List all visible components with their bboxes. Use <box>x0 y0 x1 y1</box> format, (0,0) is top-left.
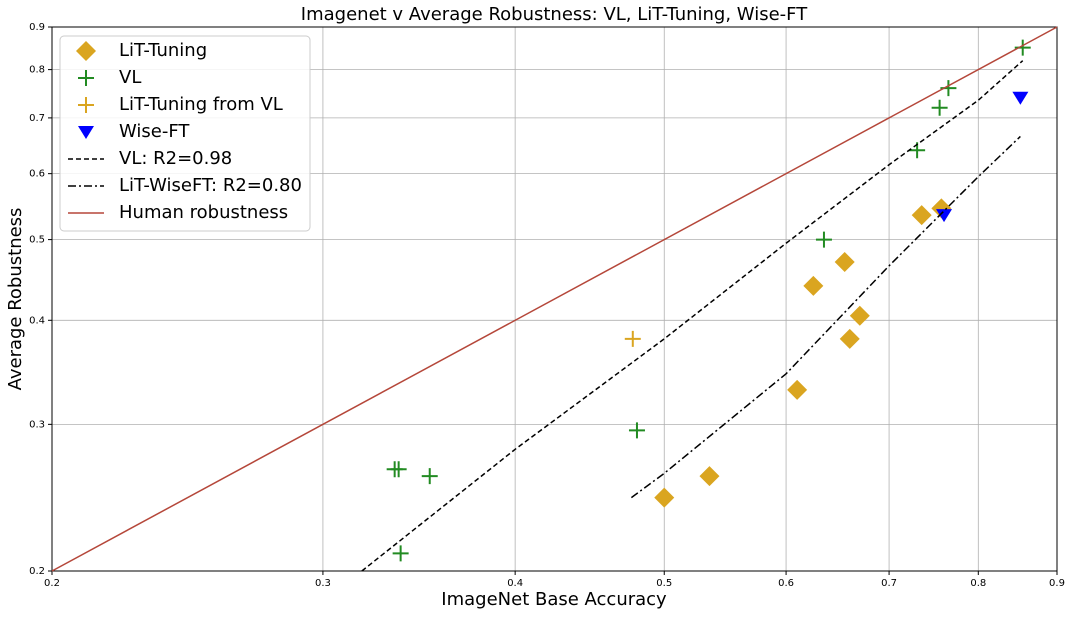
y-tick-label: 0.9 <box>29 22 45 33</box>
plus-marker <box>390 461 407 478</box>
plot-frame <box>51 26 1058 572</box>
plus-marker <box>421 468 438 485</box>
y-axis-label: Average Robustness <box>5 208 26 391</box>
plus-marker <box>931 99 948 116</box>
diamond-marker <box>834 251 855 272</box>
triangle-marker <box>78 126 94 139</box>
triangle-marker <box>1012 91 1029 105</box>
triangle-marker <box>936 209 953 223</box>
diamond-marker <box>803 275 824 296</box>
y-tick-label: 0.3 <box>29 419 45 430</box>
plus-marker <box>815 231 832 248</box>
y-tick-label: 0.6 <box>29 169 45 180</box>
x-tick-label: 0.8 <box>970 578 986 589</box>
x-tick-label: 0.2 <box>44 578 60 589</box>
diamond-marker <box>699 466 720 487</box>
diamond-marker <box>654 487 675 508</box>
fit-line <box>361 60 1024 572</box>
diamond-marker <box>787 379 808 400</box>
fit-line <box>630 135 1021 499</box>
y-tick-label: 0.4 <box>29 315 45 326</box>
y-tick-label: 0.7 <box>29 113 45 124</box>
chart-title: Imagenet v Average Robustness: VL, LiT-T… <box>301 4 808 25</box>
diamond-marker <box>849 305 870 326</box>
x-tick-label: 0.7 <box>881 578 897 589</box>
legend-label: Human robustness <box>119 202 288 223</box>
legend-label: VL <box>119 67 141 88</box>
x-axis-label: ImageNet Base Accuracy <box>441 589 667 610</box>
x-tick-label: 0.6 <box>778 578 794 589</box>
x-tick-label: 0.4 <box>507 578 523 589</box>
y-tick-label: 0.8 <box>29 65 45 76</box>
legend-box <box>59 35 311 232</box>
diamond-marker <box>76 41 96 61</box>
legend: LiT-Tuning VL LiT-Tuning from VL Wise-FT VL:… <box>59 35 311 232</box>
legend-label: LiT-Tuning from VL <box>119 94 283 115</box>
diamond-marker <box>839 328 860 349</box>
x-tick-label: 0.5 <box>656 578 672 589</box>
x-tick-label: 0.3 <box>315 578 331 589</box>
plus-marker <box>78 97 94 113</box>
x-tick-label: 0.9 <box>1049 578 1065 589</box>
legend-label: LiT-WiseFT: R2=0.80 <box>119 175 302 196</box>
plus-marker <box>624 330 641 347</box>
fit-line <box>51 26 1058 572</box>
y-tick-label: 0.5 <box>29 235 45 246</box>
plus-marker <box>628 422 645 439</box>
legend-label: Wise-FT <box>119 121 190 142</box>
plus-marker <box>78 70 94 86</box>
plus-marker <box>392 545 409 562</box>
legend-label: LiT-Tuning <box>119 40 207 61</box>
legend-label: VL: R2=0.98 <box>119 148 232 169</box>
y-tick-label: 0.2 <box>29 566 45 577</box>
diamond-marker <box>911 205 932 226</box>
